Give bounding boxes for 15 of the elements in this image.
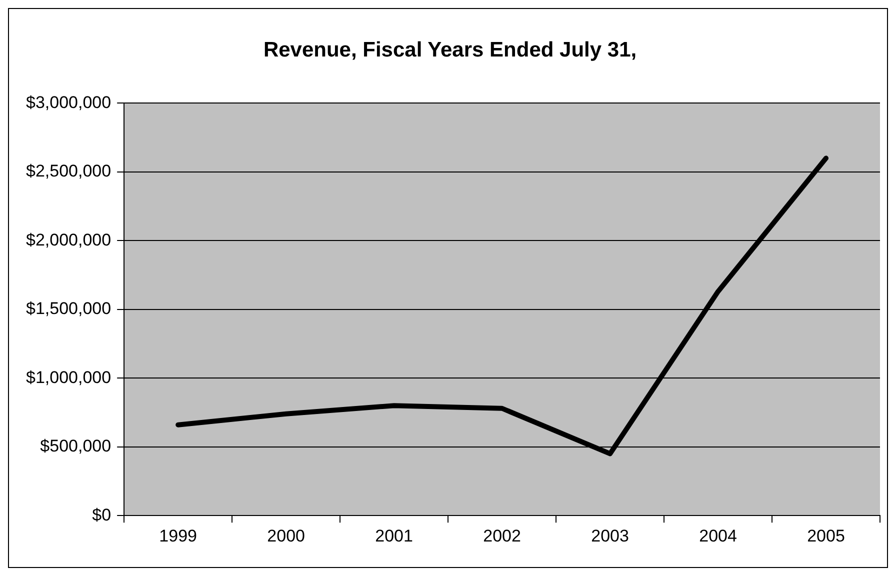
x-tick-label: 2002 [483,526,521,546]
y-tick-label: $2,000,000 [26,230,112,250]
x-tick-label: 2005 [807,526,845,546]
x-tick-label: 2000 [267,526,305,546]
y-tick-label: $500,000 [40,436,112,456]
y-tick-label: $1,000,000 [26,368,112,387]
chart-title: Revenue, Fiscal Years Ended July 31, [263,38,637,62]
x-tick-label: 1999 [159,526,197,546]
x-tick-label: 2003 [591,526,629,546]
y-tick-label: $1,500,000 [26,299,112,318]
y-tick-label: $3,000,000 [26,92,112,112]
y-tick-label: $0 [92,505,112,524]
x-tick-label: 2004 [699,526,737,546]
x-tick-label: 2001 [375,526,413,546]
y-tick-label: $2,500,000 [26,162,112,181]
